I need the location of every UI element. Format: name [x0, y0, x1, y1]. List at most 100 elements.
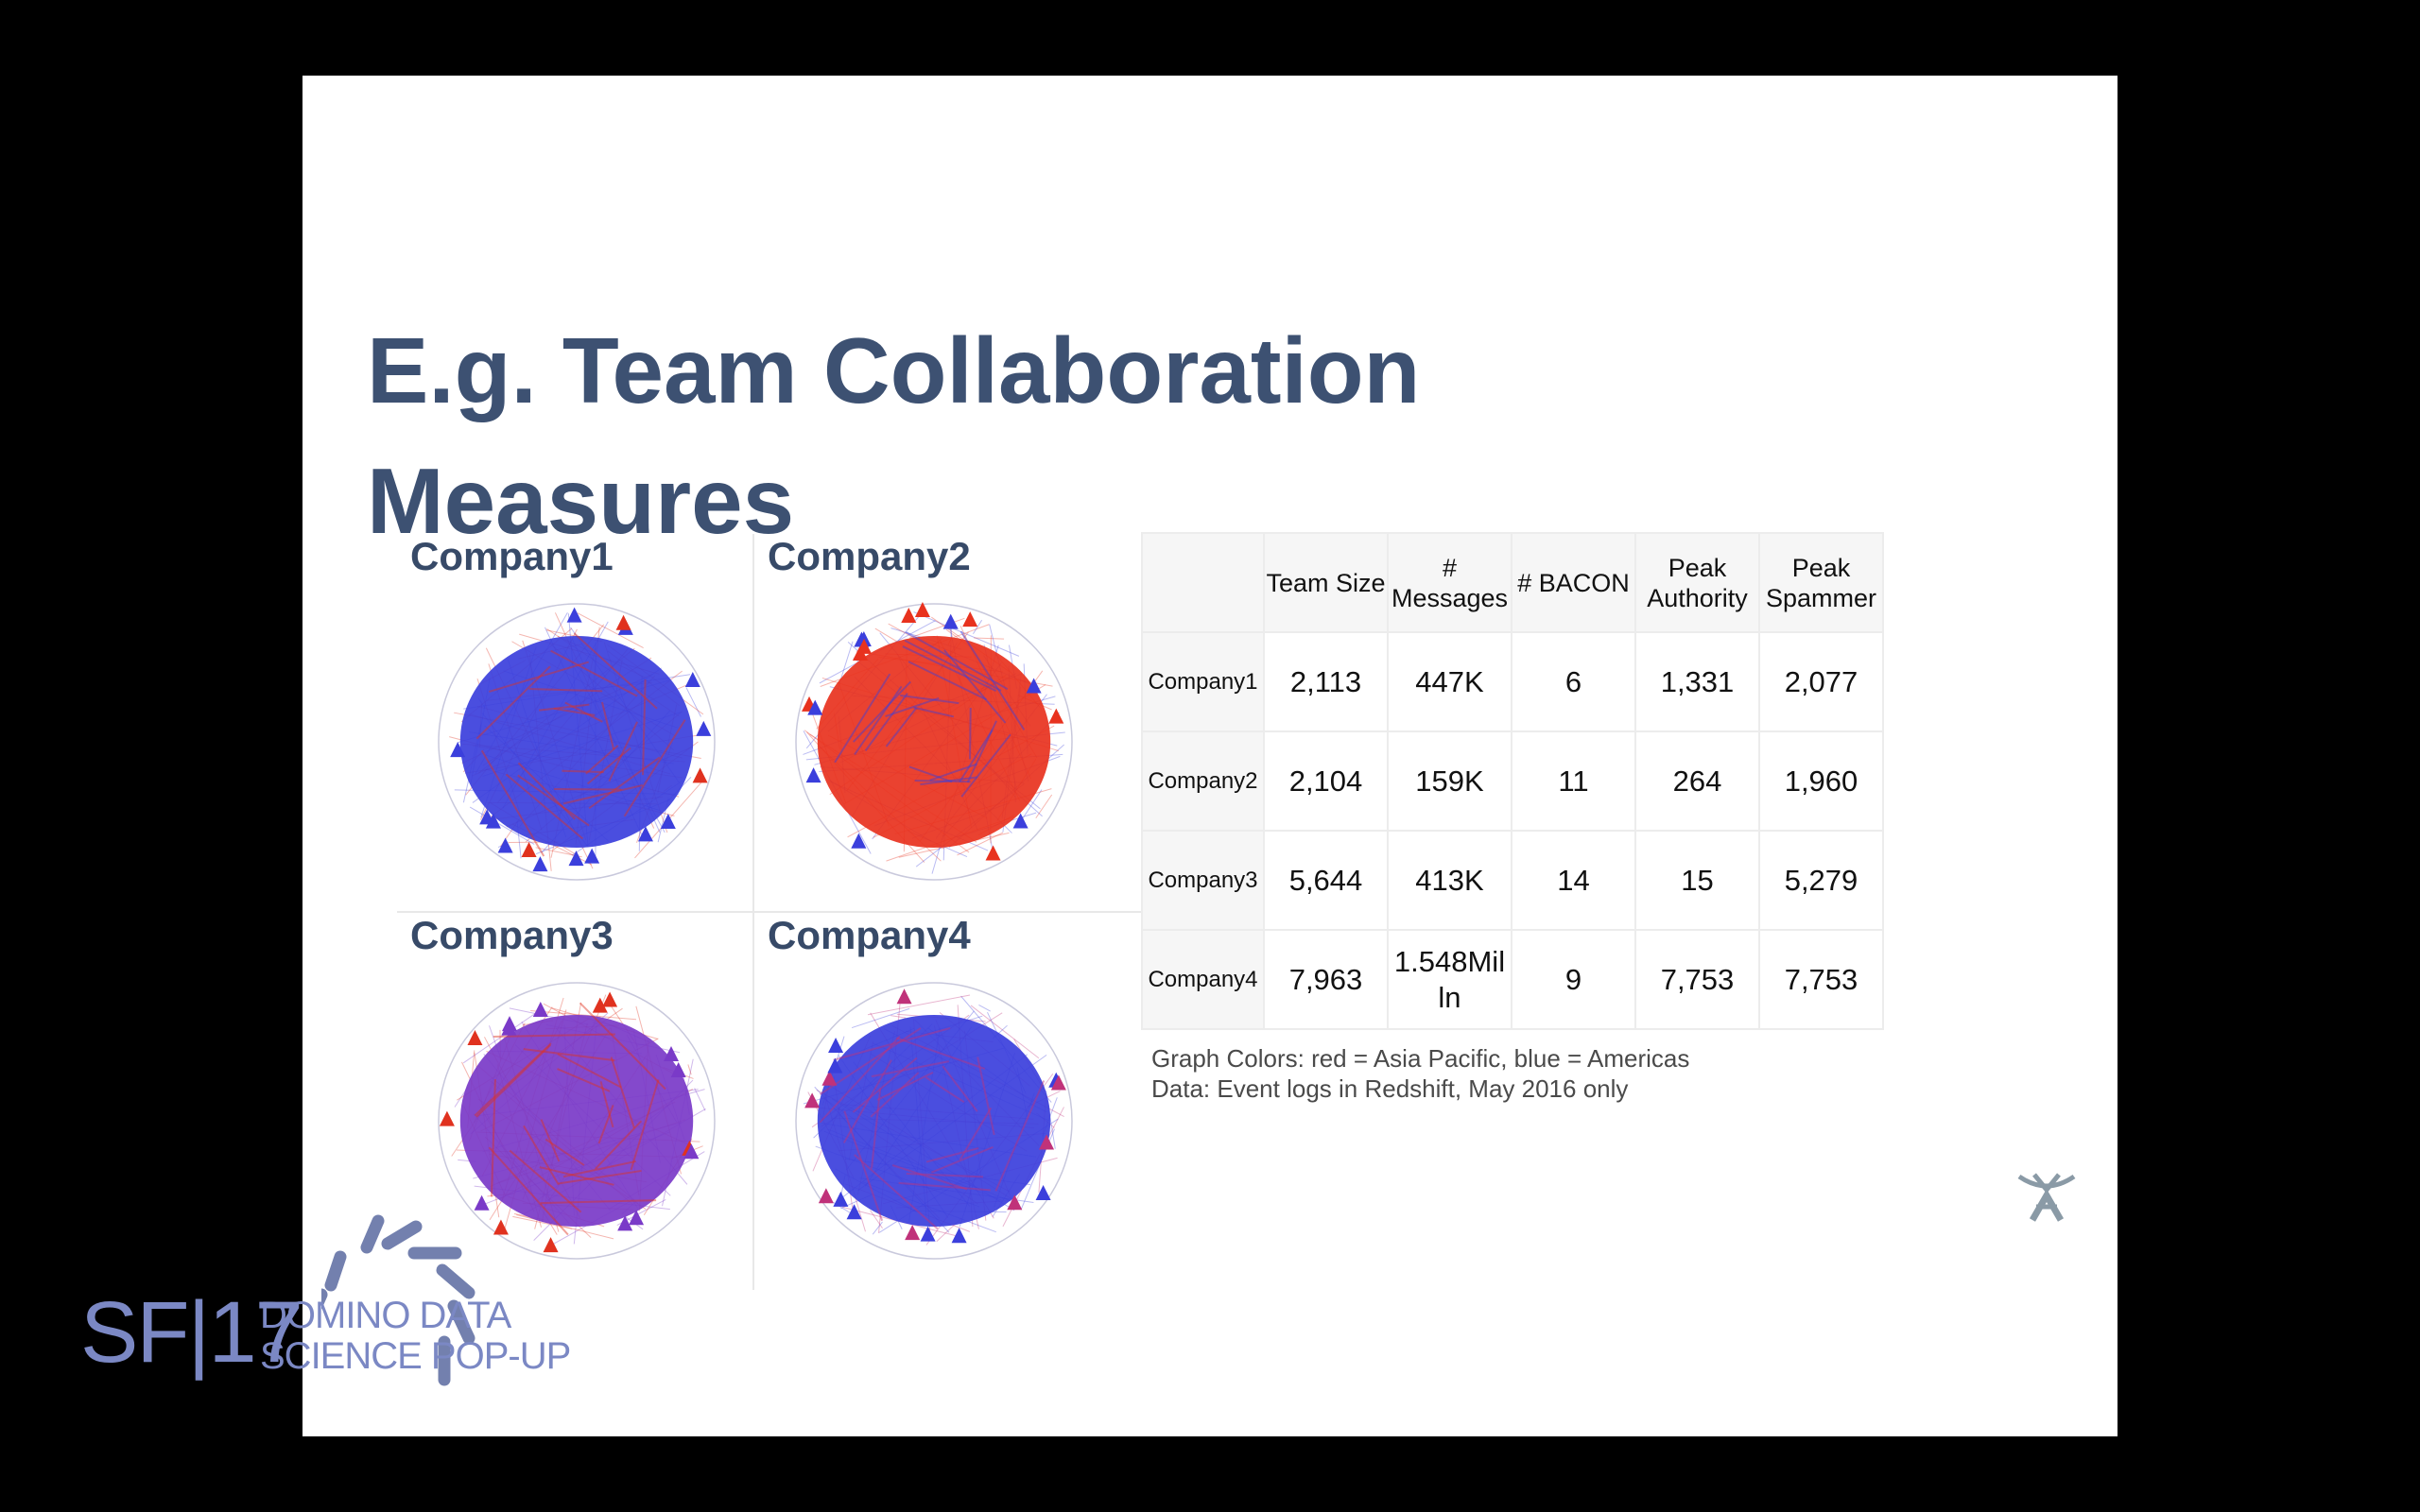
graph-edge — [1035, 794, 1053, 819]
graph-node — [584, 848, 600, 864]
graph-node — [914, 602, 930, 618]
presentation-slide: E.g. Team Collaboration Measures Company… — [302, 76, 2118, 1436]
graph-node — [827, 1057, 843, 1074]
network-graph-icon — [438, 982, 716, 1260]
graph-edge — [898, 1181, 991, 1192]
conference-badge: SF|17 DOMINO DATA SCIENCE POP-UP — [76, 1200, 605, 1427]
graph-edge — [842, 1059, 892, 1143]
table-cell: 1,960 — [1758, 730, 1884, 832]
table-cell: 9 — [1511, 929, 1636, 1030]
graph-node — [467, 1029, 483, 1045]
graph-edge — [896, 1037, 986, 1070]
graph-node — [1050, 1074, 1066, 1091]
table-cell: 5,279 — [1758, 830, 1884, 931]
slide-title-line-2: Measures — [367, 449, 795, 553]
graph-edge — [489, 661, 589, 693]
graph-node — [828, 1038, 844, 1054]
graph-edge — [687, 1064, 692, 1075]
graph-edge — [630, 1079, 660, 1171]
graph-edge — [475, 1044, 552, 1118]
graph-edge — [587, 747, 631, 785]
graph-edge — [594, 1120, 643, 1170]
graph-node — [670, 1061, 686, 1077]
graph-edge — [562, 769, 604, 774]
graph-edge — [885, 696, 940, 717]
graph-edge — [885, 707, 918, 747]
graph-edge — [509, 1149, 582, 1213]
table-cell: 5,644 — [1263, 830, 1389, 931]
table-cell: 6 — [1511, 631, 1636, 732]
table-cell: 159K — [1387, 730, 1512, 832]
graph-edge — [876, 1071, 934, 1101]
graph-node — [543, 1237, 559, 1253]
graph-edge — [474, 1042, 552, 1117]
table-cell: 2,104 — [1263, 730, 1389, 832]
graph-edge — [490, 1079, 496, 1197]
graph-outline — [795, 603, 1073, 881]
graph-edge — [833, 1027, 951, 1061]
graph-edge — [908, 617, 965, 639]
table-cell: 447K — [1387, 631, 1512, 732]
graph-edge — [959, 630, 1026, 730]
graph-edge — [852, 680, 911, 743]
graph-edge — [610, 1057, 635, 1129]
graph-node — [474, 1194, 490, 1211]
table-cell: 15 — [1634, 830, 1760, 931]
graph-edge — [913, 611, 1020, 657]
graph-node — [905, 1225, 921, 1241]
graph-edge — [517, 774, 590, 827]
graph-edge — [588, 756, 661, 810]
graph-edge — [871, 1060, 949, 1078]
graph-node — [896, 988, 912, 1005]
graph-edge — [834, 673, 891, 764]
graph-edge — [959, 1107, 993, 1160]
graph-node — [615, 614, 631, 630]
graph-edge — [925, 1147, 979, 1163]
graph-edge — [488, 1146, 569, 1236]
graph-node — [521, 842, 537, 858]
graph-edge — [970, 1005, 1040, 1059]
conference-name-line-1: DOMINO DATA — [260, 1295, 511, 1336]
graph-edge — [891, 1164, 968, 1191]
graph-edge — [905, 631, 1009, 691]
graph-edge — [558, 1169, 642, 1185]
graph-node — [568, 850, 584, 867]
graph-edge — [562, 783, 644, 805]
graph-edge — [480, 749, 545, 857]
graph-node — [532, 856, 548, 872]
graph-edge — [914, 780, 971, 783]
graph-node — [1039, 1134, 1055, 1150]
graph-edge — [819, 1035, 901, 1124]
graph-edge — [597, 1105, 614, 1144]
graph-edge — [573, 632, 658, 710]
graph-node — [821, 1070, 838, 1086]
graph-edge — [957, 832, 1004, 856]
graph-edge — [516, 1213, 614, 1240]
graph-node — [942, 613, 959, 629]
graph-node — [637, 826, 653, 842]
graph-edge — [843, 1110, 884, 1222]
graph-edge — [864, 693, 908, 751]
graph-edge — [530, 1009, 637, 1021]
network-graph-company3: Company3 — [397, 913, 751, 1291]
graph-edge — [608, 721, 639, 782]
table-row: Company1 2,113 447K 6 1,331 2,077 — [1141, 631, 1884, 732]
table-header-row: Team Size # Messages # BACON Peak Author… — [1141, 532, 1884, 633]
graph-node — [833, 1191, 849, 1207]
column-header: # Messages — [1387, 532, 1512, 633]
network-graph-company2: Company2 — [754, 534, 1108, 912]
graph-node — [920, 1226, 936, 1242]
table-row: Company4 7,963 1.548Mil ln 9 7,753 7,753 — [1141, 929, 1884, 1030]
graph-edge — [854, 1154, 939, 1230]
table-row: Company3 5,644 413K 14 15 5,279 — [1141, 830, 1884, 931]
graph-node — [962, 611, 978, 627]
graph-edge — [929, 763, 977, 782]
table-cell: 7,753 — [1634, 929, 1760, 1030]
graph-node — [1035, 1184, 1051, 1200]
row-header: Company3 — [1141, 830, 1265, 931]
graph-edge — [969, 708, 972, 760]
graph-edge — [977, 1057, 995, 1136]
graph-edge — [852, 1057, 918, 1113]
graph-edge — [539, 703, 590, 712]
graph-node — [1007, 1194, 1023, 1211]
